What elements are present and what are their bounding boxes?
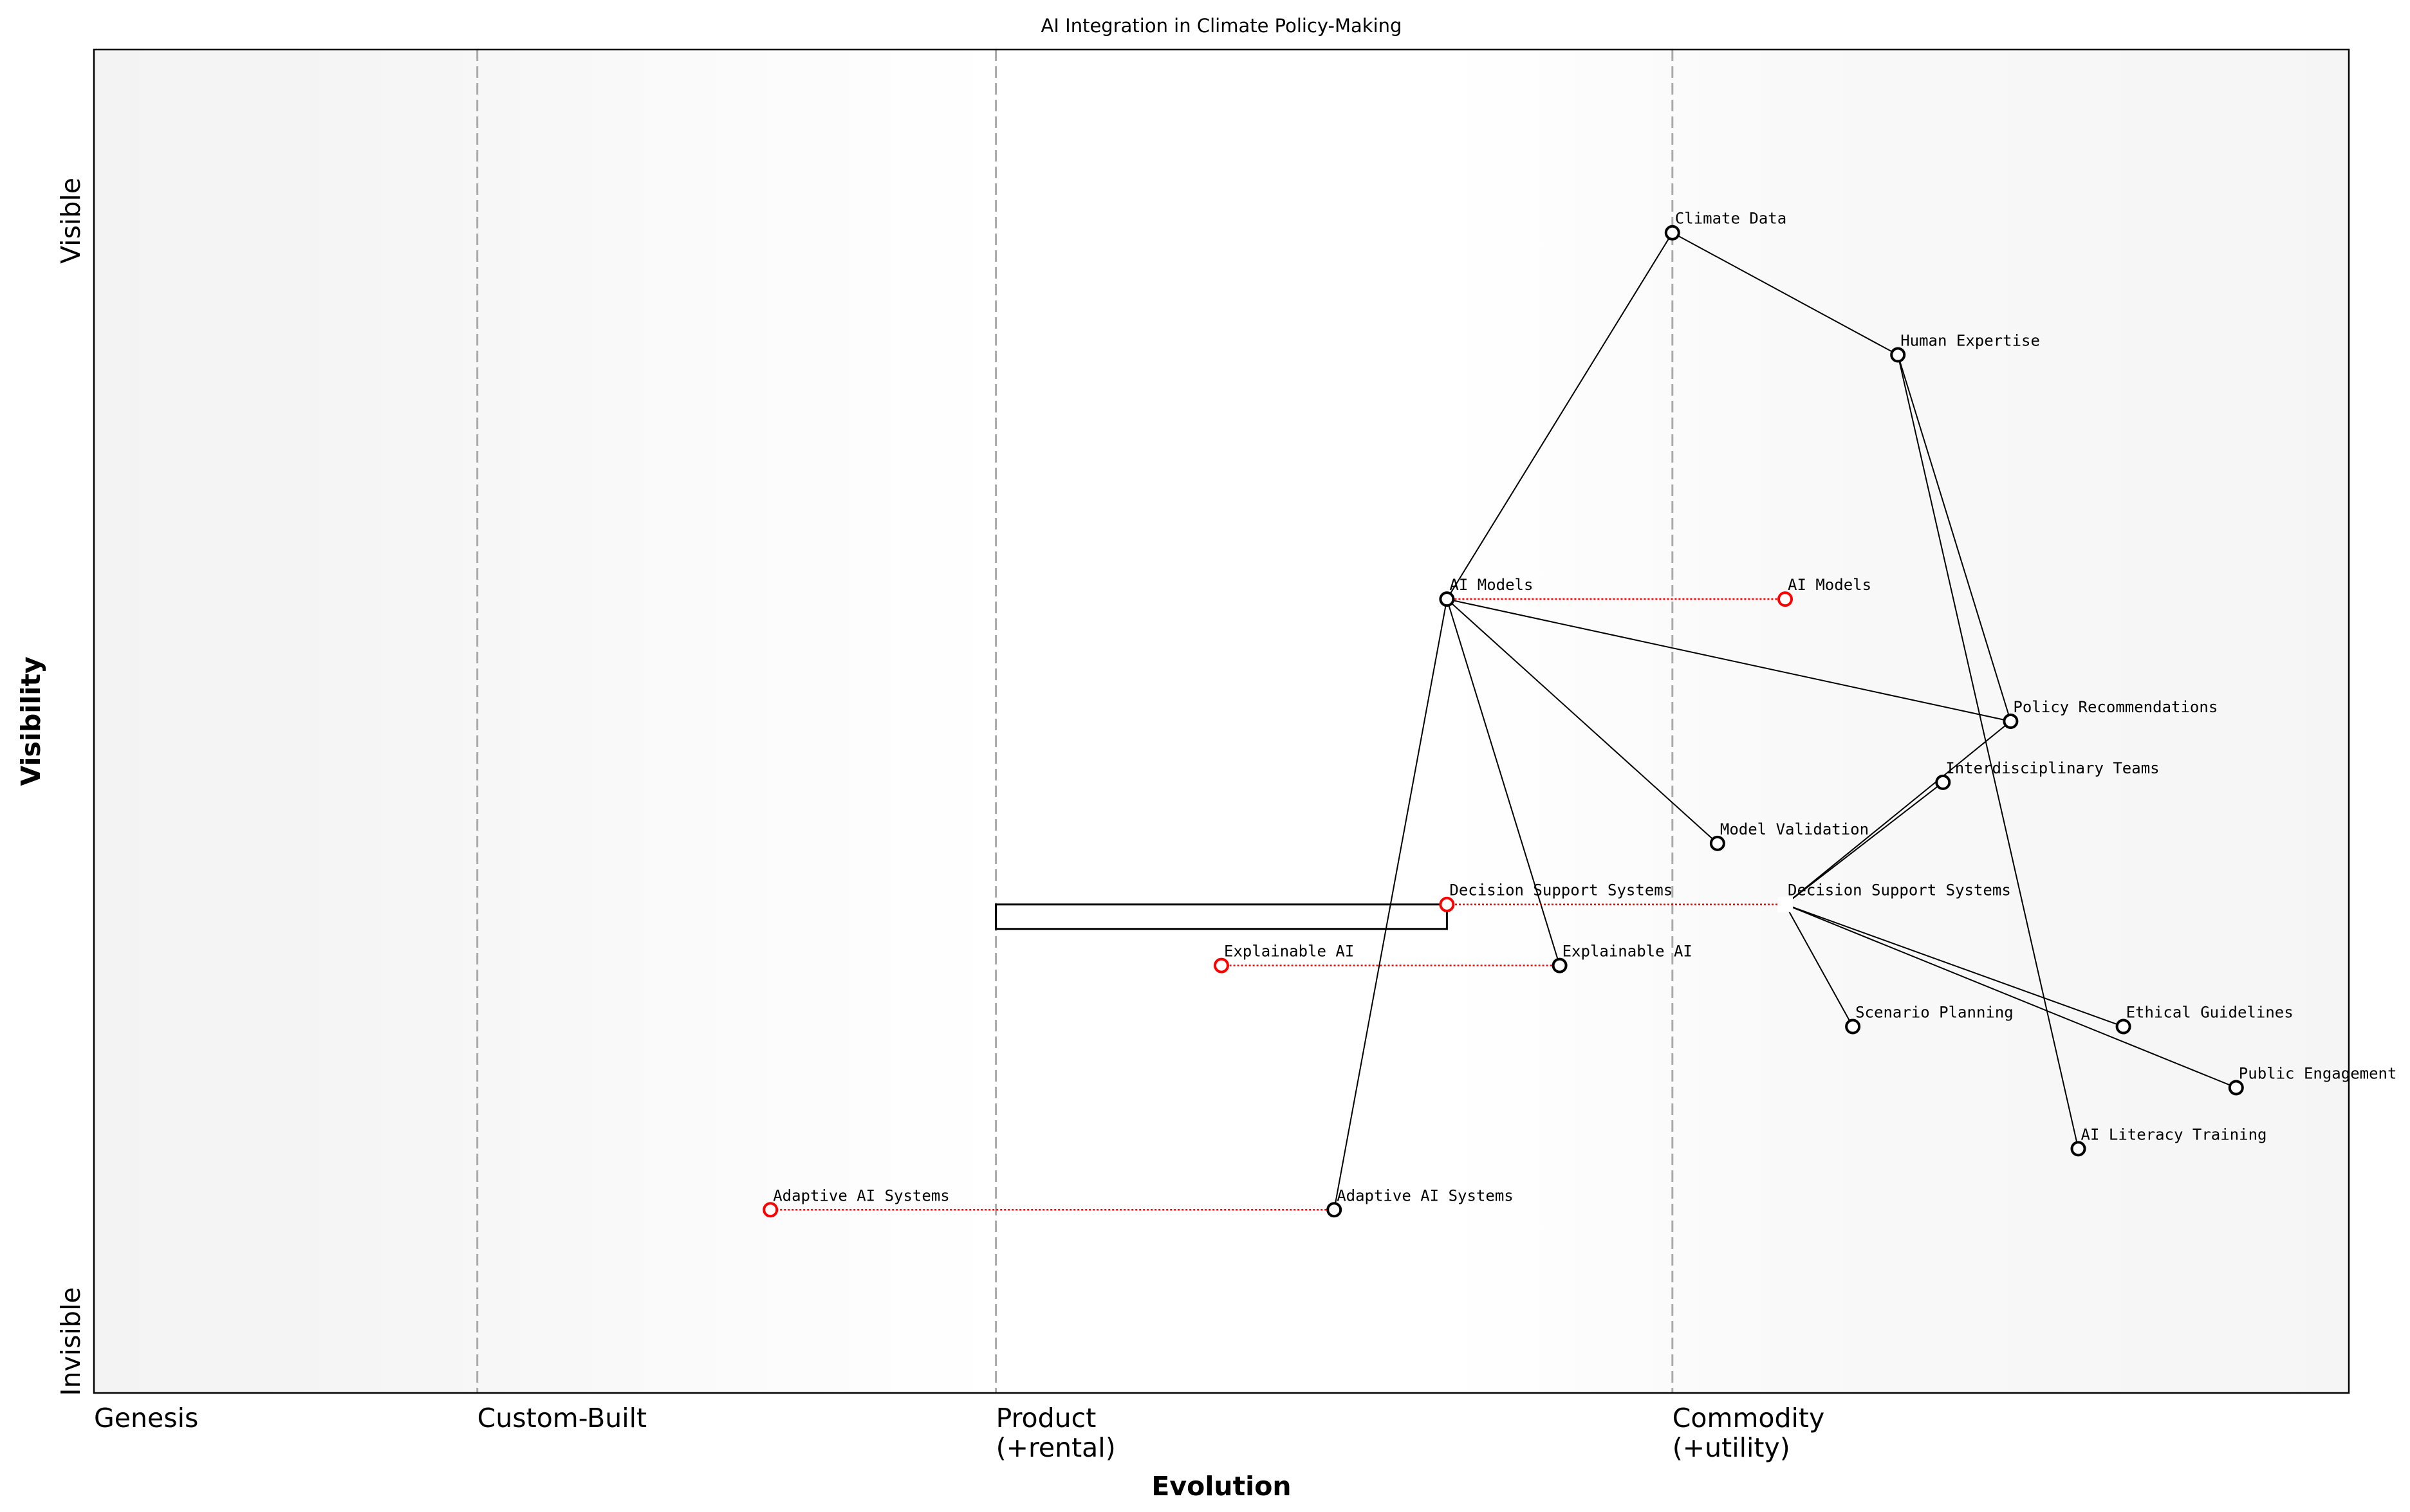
- component-marker: [2070, 1141, 2086, 1157]
- component-marker: [1664, 225, 1680, 241]
- link-line: [1333, 599, 1448, 1210]
- component-marker: [1935, 774, 1951, 790]
- x-tick-label: Custom-Built: [477, 1403, 647, 1434]
- link-line: [1897, 355, 2012, 722]
- component-label: Interdisciplinary Teams: [1945, 759, 2159, 777]
- component-label: Climate Data: [1675, 210, 1786, 228]
- link-line: [1784, 903, 2237, 1089]
- evolved-component-marker: [1214, 957, 1229, 973]
- evolved-component-marker: [1777, 591, 1793, 607]
- link-line: [1784, 721, 2012, 905]
- evolved-component-label: Explainable AI: [1224, 943, 1354, 961]
- component-label: Human Expertise: [1900, 332, 2040, 350]
- component-marker: [1709, 835, 1725, 851]
- component-marker: [1845, 1019, 1861, 1035]
- component-label: AI Models: [1449, 576, 1533, 594]
- component-label: Model Validation: [1720, 820, 1869, 838]
- component-marker: [1439, 591, 1455, 607]
- x-tick-label: Product (+rental): [996, 1403, 1116, 1463]
- evolved-component-marker: [763, 1202, 779, 1218]
- link-line: [1446, 598, 1718, 844]
- plot-frame: [93, 48, 2350, 1394]
- component-marker: [2003, 714, 2019, 729]
- evolved-component-label: Decision Support Systems: [1449, 881, 1673, 899]
- plot-background: [94, 50, 2349, 1393]
- link-line: [1784, 782, 1943, 905]
- component-label: Ethical Guidelines: [2126, 1004, 2294, 1022]
- link-line: [1672, 232, 1898, 356]
- component-marker: [1326, 1202, 1342, 1218]
- component-marker: [2115, 1019, 2131, 1035]
- y-tick-label: Invisible: [55, 1287, 86, 1396]
- component-marker: [1890, 347, 1906, 363]
- component-label: Public Engagement: [2239, 1064, 2397, 1082]
- component-label: Policy Recommendations: [2013, 698, 2218, 716]
- link-line: [1447, 598, 2011, 722]
- link-line: [1897, 355, 2079, 1149]
- chart-title: AI Integration in Climate Policy-Making: [1041, 15, 1402, 37]
- evolved-component-label: AI Models: [1788, 576, 1871, 594]
- evolved-component-marker: [1439, 896, 1455, 912]
- component-marker: [2228, 1080, 2244, 1096]
- x-axis-title: Evolution: [1151, 1471, 1291, 1502]
- component-marker: [1552, 957, 1568, 973]
- component-label: Explainable AI: [1562, 943, 1692, 961]
- component-label: Decision Support Systems: [1788, 881, 2011, 899]
- x-tick-label: Genesis: [94, 1403, 198, 1434]
- y-tick-label: Visible: [55, 178, 86, 264]
- link-line: [1784, 903, 2124, 1028]
- link-line: [1784, 904, 1853, 1028]
- component-marker-hidden: [1777, 896, 1793, 912]
- component-label: Scenario Planning: [1855, 1004, 2014, 1022]
- component-label: AI Literacy Training: [2081, 1125, 2267, 1143]
- x-tick-label: Commodity (+utility): [1673, 1403, 1824, 1463]
- evolved-component-label: Adaptive AI Systems: [773, 1186, 950, 1204]
- pipeline-box: [995, 903, 1448, 930]
- link-line: [1446, 232, 1673, 600]
- y-axis-title: Visibility: [15, 656, 46, 786]
- component-label: Adaptive AI Systems: [1337, 1186, 1514, 1204]
